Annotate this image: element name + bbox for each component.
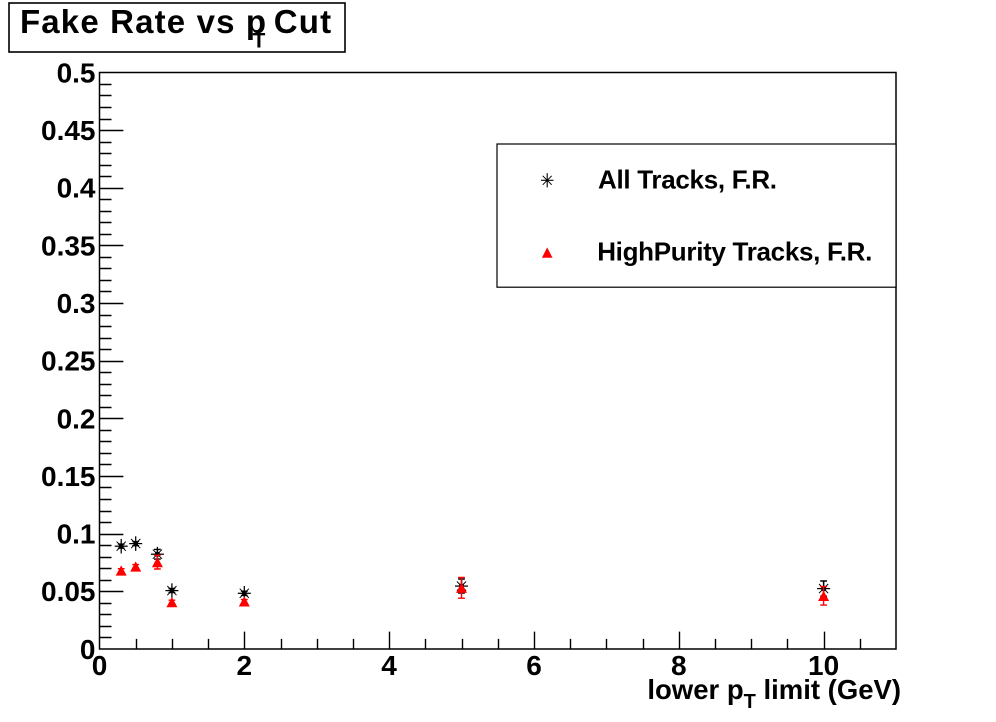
svg-text:All Tracks, F.R.: All Tracks, F.R. xyxy=(598,164,777,194)
svg-text:4: 4 xyxy=(381,650,397,681)
svg-text:0: 0 xyxy=(92,650,108,681)
svg-text:0.5: 0.5 xyxy=(57,57,96,88)
svg-text:0.1: 0.1 xyxy=(57,519,96,550)
svg-text:0.15: 0.15 xyxy=(41,461,96,492)
svg-text:0.35: 0.35 xyxy=(41,230,96,261)
svg-text:0.05: 0.05 xyxy=(41,576,96,607)
svg-text:0.45: 0.45 xyxy=(41,115,96,146)
svg-text:0.25: 0.25 xyxy=(41,346,96,377)
svg-text:0: 0 xyxy=(80,634,96,665)
svg-text:0.3: 0.3 xyxy=(57,288,96,319)
svg-text:0.4: 0.4 xyxy=(57,173,96,204)
svg-text:Fake Rate vs p: Fake Rate vs p xyxy=(20,3,267,40)
svg-text:Cut: Cut xyxy=(274,3,332,40)
svg-text:HighPurity Tracks, F.R.: HighPurity Tracks, F.R. xyxy=(597,236,872,266)
svg-text:10: 10 xyxy=(808,650,839,681)
svg-text:T: T xyxy=(253,30,266,53)
svg-text:0.2: 0.2 xyxy=(57,403,96,434)
svg-text:6: 6 xyxy=(526,650,542,681)
svg-text:8: 8 xyxy=(671,650,687,681)
svg-text:2: 2 xyxy=(237,650,253,681)
